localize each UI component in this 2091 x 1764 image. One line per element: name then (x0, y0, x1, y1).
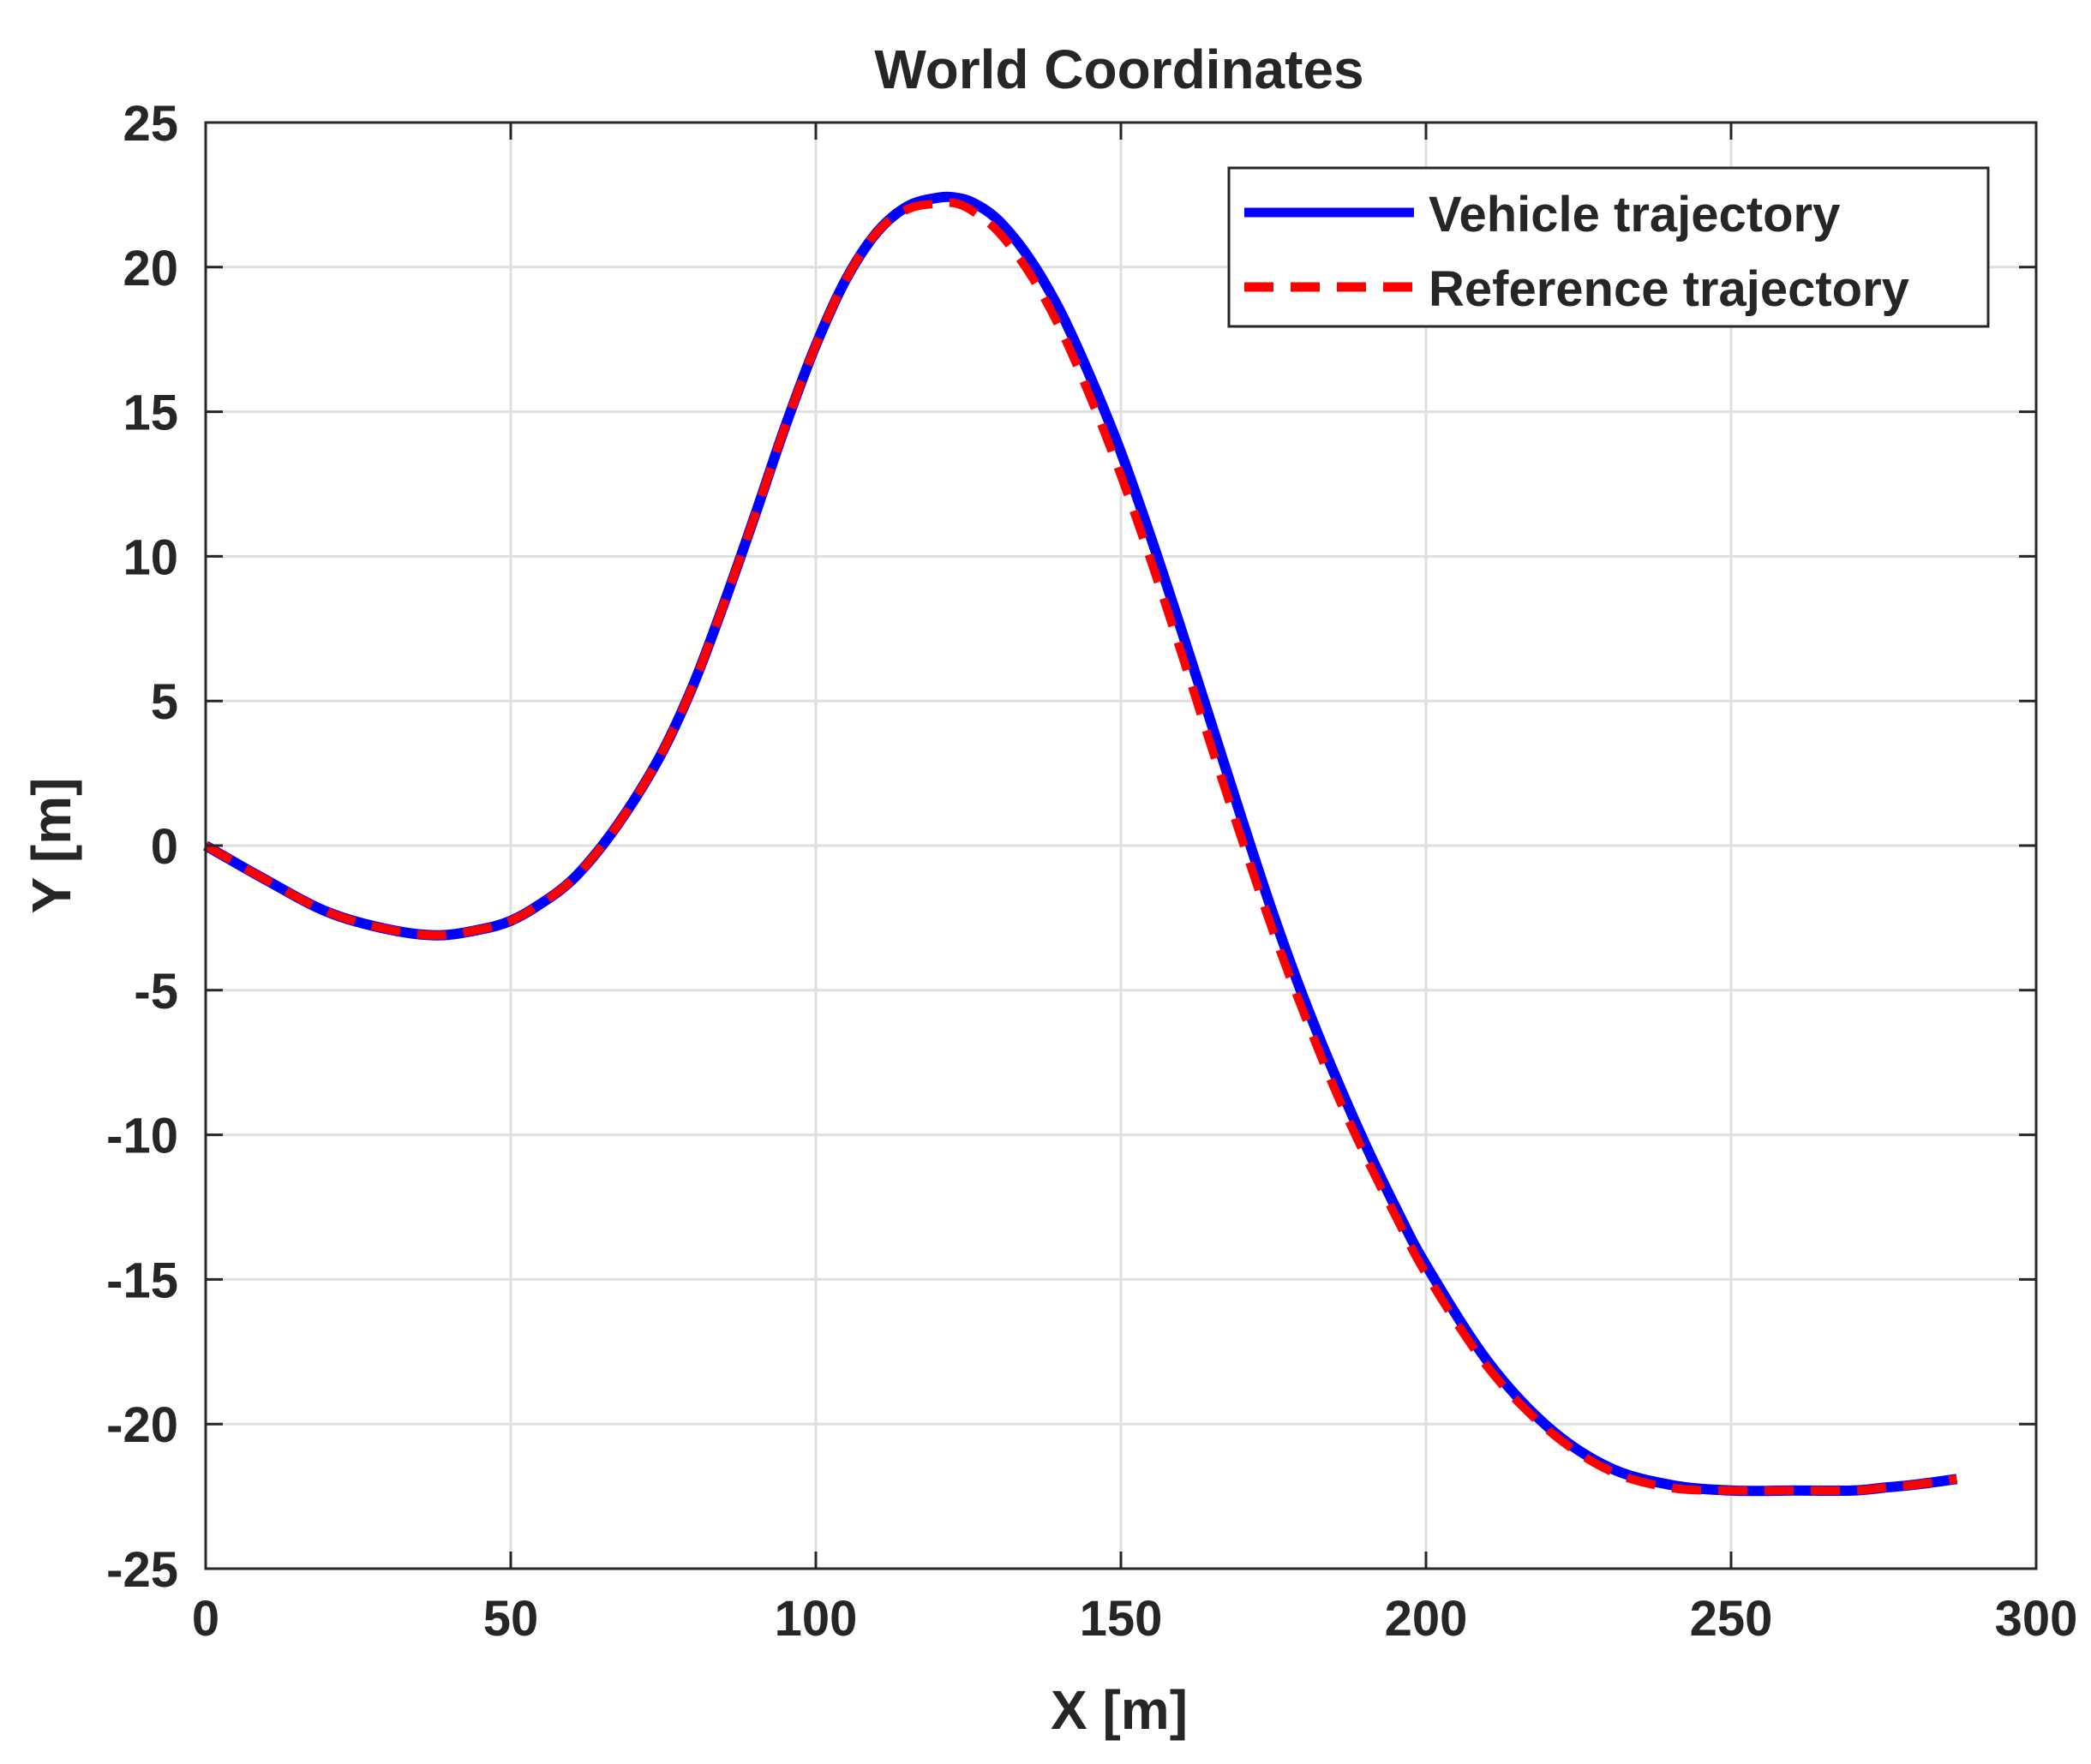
y-tick-label: 15 (123, 386, 178, 441)
x-tick-label: 150 (1080, 1591, 1163, 1647)
legend-box (1227, 166, 1990, 328)
x-tick-label: 300 (1995, 1591, 2078, 1647)
y-tick-label: 10 (123, 529, 178, 585)
y-tick-label: 5 (151, 674, 178, 730)
y-tick-label: 0 (151, 819, 178, 875)
tick-marks (204, 121, 2038, 1570)
y-tick-label: -15 (106, 1253, 178, 1308)
x-tick-labels: 0 50 100 150 200 250 300 (192, 1591, 2078, 1647)
x-axis-label: X [m] (1051, 1679, 1188, 1741)
y-tick-label: -20 (106, 1397, 178, 1453)
legend-reference-label: Reference trajectory (1429, 261, 1909, 317)
y-tick-labels: -25 -20 -15 -10 -5 0 5 10 15 20 25 (106, 96, 178, 1598)
x-tick-label: 50 (483, 1591, 539, 1647)
y-axis-label: Y [m] (21, 778, 82, 914)
y-tick-label: -10 (106, 1109, 178, 1164)
series-line-reference-trajectory (203, 198, 1958, 1496)
x-tick-label: 100 (775, 1591, 858, 1647)
legend: Vehicle trajectory Reference trajectory (1227, 166, 1990, 328)
y-tick-label: 25 (123, 96, 178, 152)
y-tick-label: -25 (106, 1542, 178, 1598)
chart-title: World Coordinates (874, 39, 1363, 100)
x-tick-label: 0 (192, 1591, 219, 1647)
y-tick-label: 20 (123, 241, 178, 296)
x-tick-label: 250 (1690, 1591, 1773, 1647)
legend-vehicle-label: Vehicle trajectory (1429, 187, 1840, 242)
x-tick-label: 200 (1385, 1591, 1468, 1647)
series-layer (203, 191, 1958, 1497)
y-tick-label: -5 (134, 964, 178, 1020)
